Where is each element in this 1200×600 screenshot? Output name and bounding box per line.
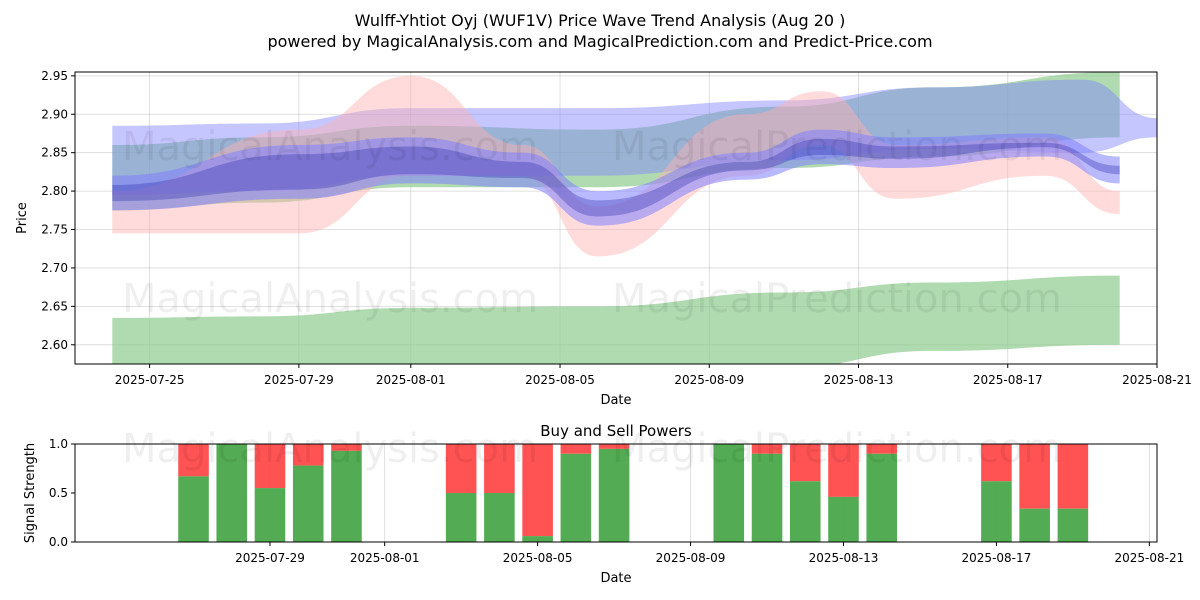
price-band-core <box>112 138 1120 217</box>
chart-subtitle: powered by MagicalAnalysis.com and Magic… <box>267 32 932 51</box>
buy-bar-1 <box>216 444 248 542</box>
buy-bar-4 <box>331 450 362 542</box>
price-band-blue-4 <box>112 129 1120 226</box>
sell-bar-13 <box>828 444 859 497</box>
sell-bar-16 <box>1019 444 1050 509</box>
buy-bar-12 <box>789 481 821 542</box>
price-wave-plot: 2025-07-25 2025-07-29 2025-08-01 2025-08-05… <box>15 69 1192 408</box>
sell-bar-15 <box>981 444 1012 482</box>
price-bands <box>112 72 1157 364</box>
signal-ytick-label-2: 1.0 <box>49 437 68 451</box>
price-ytick-label-4: 2.80 <box>41 184 68 198</box>
sell-bar-2 <box>254 444 286 489</box>
signal-ylabel: Signal Strength <box>23 443 38 543</box>
sell-bar-3 <box>292 444 324 466</box>
price-band-green-0 <box>112 275 1120 364</box>
buy-bar-13 <box>828 496 859 542</box>
buy-bar-0 <box>178 476 209 542</box>
buy-bar-10 <box>713 444 745 542</box>
signal-title: Buy and Sell Powers <box>540 422 692 440</box>
price-band-red-3 <box>112 75 1120 257</box>
price-xtick-label-5: 2025-08-13 <box>824 373 894 387</box>
chart-title: Wulff-Yhtiot Oyj (WUF1V) Price Wave Tren… <box>355 11 846 30</box>
sell-bar-14 <box>866 444 898 454</box>
watermark-top-left: MagicalAnalysis.com <box>122 124 538 170</box>
signal-xtick-label-0: 2025-07-29 <box>235 551 305 565</box>
sell-bar-12 <box>789 444 821 482</box>
buy-bar-7 <box>522 536 553 542</box>
watermark-top-right: MagicalPrediction.com <box>612 124 1062 170</box>
price-ytick-label-1: 2.65 <box>41 299 68 313</box>
signal-xlabel: Date <box>600 571 631 586</box>
buy-bar-14 <box>866 453 898 542</box>
buy-bar-9 <box>598 448 630 542</box>
sell-bar-6 <box>484 444 515 493</box>
buy-bar-17 <box>1057 508 1089 542</box>
buy-bar-2 <box>254 488 286 542</box>
price-xlabel: Date <box>600 393 631 408</box>
sell-bar-17 <box>1057 444 1089 509</box>
watermark-bottom-left: MagicalAnalysis.com <box>122 426 538 472</box>
signal-xtick-label-6: 2025-08-21 <box>1114 551 1184 565</box>
signal-xtick-label-3: 2025-08-09 <box>656 551 726 565</box>
price-xtick-label-1: 2025-07-29 <box>264 373 334 387</box>
signal-xtick-label-1: 2025-08-01 <box>350 551 420 565</box>
buy-bar-5 <box>445 493 477 542</box>
buy-bar-11 <box>751 453 783 542</box>
buy-bar-8 <box>560 453 592 542</box>
price-xtick-label-4: 2025-08-09 <box>674 373 744 387</box>
signal-xtick-label-5: 2025-08-17 <box>962 551 1032 565</box>
price-xtick-label-7: 2025-08-21 <box>1122 373 1192 387</box>
sell-bar-9 <box>598 444 630 449</box>
buy-sell-plot: Buy and Sell Powers 2025-07-29 2025-08-01 2… <box>23 422 1184 586</box>
sell-bar-4 <box>331 444 362 451</box>
price-plot-frame <box>74 71 1158 365</box>
signal-xtick-label-2: 2025-08-05 <box>503 551 573 565</box>
price-ytick-label-3: 2.75 <box>41 223 68 237</box>
price-xtick-label-6: 2025-08-17 <box>973 373 1043 387</box>
price-ytick-label-2: 2.70 <box>41 261 68 275</box>
buy-bar-16 <box>1019 508 1050 542</box>
price-xtick-label-2: 2025-08-01 <box>376 373 446 387</box>
price-ylabel: Price <box>15 202 30 234</box>
signal-bars <box>178 444 1089 542</box>
price-ytick-label-7: 2.95 <box>41 69 68 83</box>
buy-bar-6 <box>484 493 515 542</box>
watermark-bottom-right: MagicalPrediction.com <box>612 426 1062 472</box>
sell-bar-5 <box>445 444 477 493</box>
sell-bar-7 <box>522 444 553 537</box>
buy-bar-3 <box>292 465 324 542</box>
watermark-mid-right: MagicalPrediction.com <box>612 276 1062 322</box>
price-xtick-label-0: 2025-07-25 <box>115 373 185 387</box>
sell-bar-11 <box>751 444 783 454</box>
watermark-mid-left: MagicalAnalysis.com <box>122 276 538 322</box>
price-ytick-label-0: 2.60 <box>41 338 68 352</box>
price-xtick-label-3: 2025-08-05 <box>525 373 595 387</box>
sell-bar-0 <box>178 444 209 477</box>
price-ytick-label-5: 2.85 <box>41 146 68 160</box>
price-ytick-label-6: 2.90 <box>41 107 68 121</box>
signal-ytick-label-1: 0.5 <box>49 486 68 500</box>
signal-xtick-label-4: 2025-08-13 <box>809 551 879 565</box>
buy-bar-15 <box>981 481 1012 542</box>
signal-ytick-label-0: 0.0 <box>49 535 68 549</box>
sell-bar-8 <box>560 444 592 454</box>
